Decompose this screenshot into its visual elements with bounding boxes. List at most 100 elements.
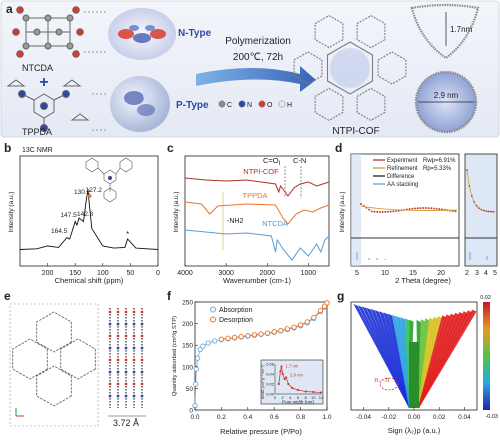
inset-y-axis-label: dV/dD (cm³ g⁻¹ nm⁻¹) bbox=[261, 365, 265, 400]
pxrd-data bbox=[351, 169, 497, 260]
panel-e: e 3.72 Å bbox=[0, 288, 165, 436]
panel-d: d Experiment Rwp=6.91% Refinement Rp=5.33% D… bbox=[333, 140, 500, 288]
nmr-peak-label: 127.2 bbox=[86, 187, 103, 194]
pxrd-legend: Experiment Rwp=6.91% Refinement Rp=5.33% Dif… bbox=[373, 158, 456, 188]
pxrd-experiment-point bbox=[414, 207, 416, 210]
inset-point bbox=[283, 377, 286, 381]
atom-legend-label: N bbox=[247, 102, 252, 109]
side-view-atom bbox=[124, 346, 128, 350]
product-label: NTPI-COF bbox=[332, 126, 379, 137]
pxrd-legend-label: Refinement bbox=[387, 166, 418, 172]
isotherm-y-tick-label: 0 bbox=[189, 408, 193, 415]
isotherm-point bbox=[212, 338, 218, 344]
pxrd-x-tick-label: 5 bbox=[493, 270, 497, 277]
nmr-peak-dot bbox=[87, 194, 92, 198]
inset-x-tick-label: 6 bbox=[297, 395, 300, 400]
inset-point bbox=[285, 376, 288, 379]
nmr-x-tick-label: 50 bbox=[127, 270, 135, 277]
isotherm-point bbox=[264, 330, 271, 336]
side-view-atom bbox=[116, 358, 120, 362]
pxrd-experiment-point bbox=[381, 211, 384, 213]
pxrd-experiment-point bbox=[370, 210, 373, 213]
side-view-atom bbox=[108, 334, 112, 338]
cof-ring bbox=[293, 51, 323, 85]
cof-pore-highlight bbox=[330, 48, 370, 88]
side-view-atom bbox=[116, 382, 120, 386]
cof-ring bbox=[314, 87, 344, 122]
ftir-co-label: C=OI bbox=[263, 156, 281, 167]
side-view-atom bbox=[132, 310, 136, 314]
side-view-atom bbox=[124, 334, 128, 338]
pxrd-experiment-point bbox=[411, 207, 414, 210]
nci-cloud-segment bbox=[379, 311, 411, 408]
spacing-label: 3.72 Å bbox=[113, 418, 139, 428]
pxrd-zoom-point bbox=[468, 185, 471, 187]
nci-center-spike bbox=[408, 342, 420, 408]
nci-colorbar bbox=[483, 302, 490, 410]
n-type-label: N-Type bbox=[178, 28, 212, 39]
side-view-atom bbox=[140, 334, 144, 338]
inset-point bbox=[296, 388, 300, 392]
inset-point bbox=[279, 370, 282, 373]
panel-a-label: a bbox=[6, 2, 13, 16]
ftir-trace-line bbox=[184, 229, 330, 261]
side-view-atom bbox=[132, 334, 136, 338]
pxrd-y-axis-label: Intensity (a.u.) bbox=[339, 191, 346, 232]
nci-cloud-segment bbox=[417, 309, 477, 408]
pxrd-experiment-point bbox=[438, 208, 441, 211]
nci-x-ticks: -0.04 -0.02 0.00 0.02 0.04 bbox=[356, 407, 471, 421]
panel-a: NTCDA + TPPDA N-Type bbox=[0, 0, 500, 140]
ftir-trace-label: NTPI-COF bbox=[243, 167, 279, 176]
cof-ring bbox=[377, 51, 407, 85]
nmr-peak-label: 147.5 bbox=[60, 212, 77, 219]
panel-g: g π···π 0.02 -0.03 -0.04 -0.02 0.00 0.02 0.0… bbox=[333, 288, 500, 436]
atom-legend-label: H bbox=[287, 102, 292, 109]
ftir-trace-line bbox=[184, 177, 330, 197]
pxrd-experiment-point bbox=[360, 203, 362, 205]
ftir-plot-frame bbox=[184, 155, 330, 267]
isotherm-point bbox=[231, 334, 238, 341]
isotherm-point bbox=[317, 307, 324, 314]
atom-legend-label: C bbox=[227, 102, 232, 109]
side-view-atom bbox=[132, 394, 136, 398]
isotherm-point bbox=[205, 340, 211, 346]
side-view-atom bbox=[108, 346, 112, 350]
pxrd-experiment-point bbox=[376, 210, 379, 213]
side-view-atom bbox=[132, 322, 136, 326]
isotherm-x-axis-label: Relative pressure (P/Po) bbox=[220, 427, 302, 436]
reaction-title: Polymerization bbox=[225, 36, 291, 47]
isotherm-point bbox=[321, 303, 328, 309]
ftir-trace-label: NTCDA bbox=[262, 219, 288, 228]
isotherm-x-tick-label: 0.6 bbox=[270, 414, 279, 421]
pxrd-zoom-point bbox=[478, 207, 480, 210]
pxrd-refinement-line bbox=[360, 205, 458, 211]
ftir-x-tick-label: 3000 bbox=[218, 270, 234, 277]
nmr-peak-label: 164.5 bbox=[51, 228, 68, 235]
nci-cloud-segment bbox=[353, 304, 411, 408]
panel-b-label: b bbox=[4, 141, 11, 155]
isotherm-point bbox=[218, 336, 225, 342]
side-view-atom bbox=[116, 322, 120, 326]
pxrd-zoom-point bbox=[480, 208, 483, 211]
side-view-atom bbox=[140, 310, 144, 314]
atom-legend-dot bbox=[278, 100, 286, 108]
inset-point bbox=[304, 390, 307, 393]
top-view-ring bbox=[12, 338, 48, 380]
nci-cloud-segment bbox=[396, 316, 411, 408]
isotherm-point bbox=[251, 332, 258, 338]
pore-small-label: 1.7nm bbox=[450, 25, 473, 34]
pxrd-zoom-point bbox=[475, 204, 478, 207]
isotherm-point bbox=[284, 326, 291, 332]
isotherm-point bbox=[193, 366, 199, 372]
pxrd-zoom-point bbox=[485, 210, 488, 212]
panel-c: c C=OI C-N NTPI-COF TPPDA NTCDA -NH2 4000 3… bbox=[165, 140, 333, 288]
ntcda-label: NTCDA bbox=[22, 63, 53, 73]
nmr-title: 13C NMR bbox=[22, 147, 53, 154]
side-view-atom bbox=[132, 382, 136, 386]
isotherm-point bbox=[258, 331, 264, 337]
pxrd-legend-label: AA stacking bbox=[387, 182, 418, 188]
